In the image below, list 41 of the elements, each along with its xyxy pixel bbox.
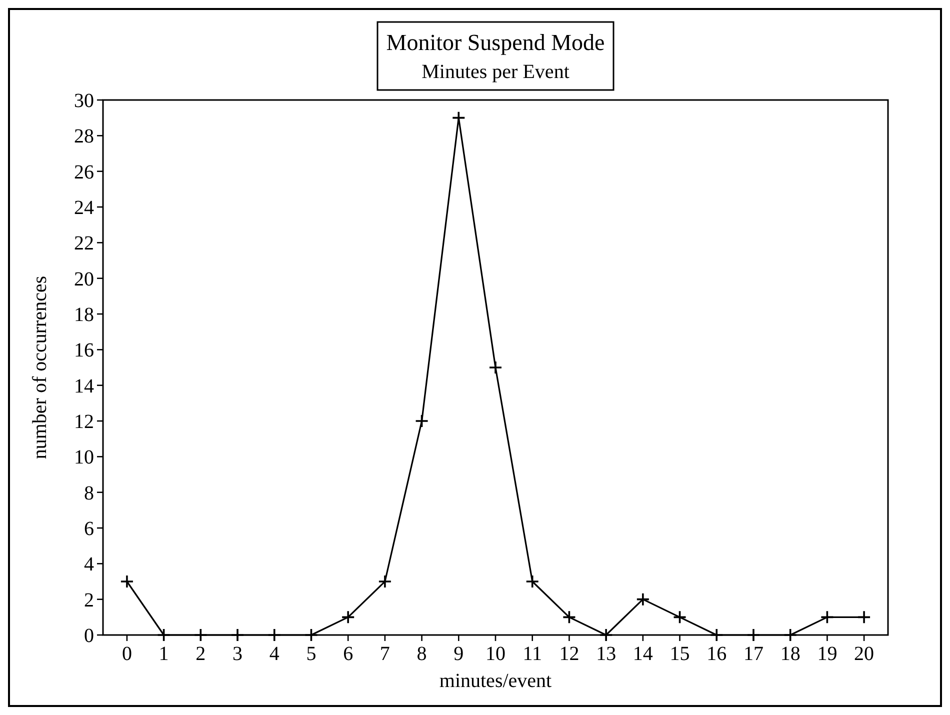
y-tick-label: 12 <box>74 411 94 433</box>
y-tick-label: 24 <box>74 197 94 219</box>
y-tick-label: 18 <box>74 304 94 326</box>
x-axis-title: minutes/event <box>439 670 552 692</box>
y-tick-label: 8 <box>84 482 94 504</box>
x-tick-label: 1 <box>158 643 169 665</box>
x-tick-label: 0 <box>122 643 132 665</box>
y-tick-label: 20 <box>74 268 94 290</box>
x-tick-label: 6 <box>343 643 354 665</box>
y-tick-label: 30 <box>74 90 94 112</box>
x-tick-label: 7 <box>380 643 390 665</box>
y-tick-label: 26 <box>74 161 94 184</box>
x-tick-label: 8 <box>416 643 427 665</box>
y-tick-label: 22 <box>74 232 94 255</box>
x-tick-label: 13 <box>596 643 616 665</box>
chart-subtitle: Minutes per Event <box>422 61 570 83</box>
y-tick-label: 14 <box>74 375 94 398</box>
y-tick-label: 4 <box>84 554 94 576</box>
x-tick-label: 14 <box>632 643 653 665</box>
x-tick-label: 9 <box>454 643 464 665</box>
y-tick-label: 10 <box>74 446 94 469</box>
x-tick-label: 19 <box>817 643 838 665</box>
x-tick-label: 20 <box>854 643 874 665</box>
x-tick-label: 3 <box>232 643 243 665</box>
y-tick-label: 0 <box>84 625 94 647</box>
x-tick-label: 4 <box>269 643 280 665</box>
x-tick-label: 10 <box>486 643 506 665</box>
chart-title: Monitor Suspend Mode <box>386 30 605 55</box>
x-tick-label: 17 <box>743 643 764 665</box>
x-tick-label: 12 <box>559 643 580 665</box>
y-tick-label: 28 <box>74 126 94 148</box>
x-tick-label: 18 <box>780 643 800 665</box>
y-tick-label: 6 <box>84 518 94 540</box>
y-axis-title: number of occurrences <box>29 276 51 460</box>
x-tick-label: 5 <box>306 643 316 665</box>
x-tick-label: 15 <box>670 643 690 665</box>
y-tick-label: 16 <box>74 340 94 362</box>
x-tick-label: 11 <box>522 643 542 665</box>
x-tick-label: 2 <box>196 643 206 665</box>
y-tick-label: 2 <box>84 589 94 612</box>
x-tick-label: 16 <box>706 643 727 665</box>
